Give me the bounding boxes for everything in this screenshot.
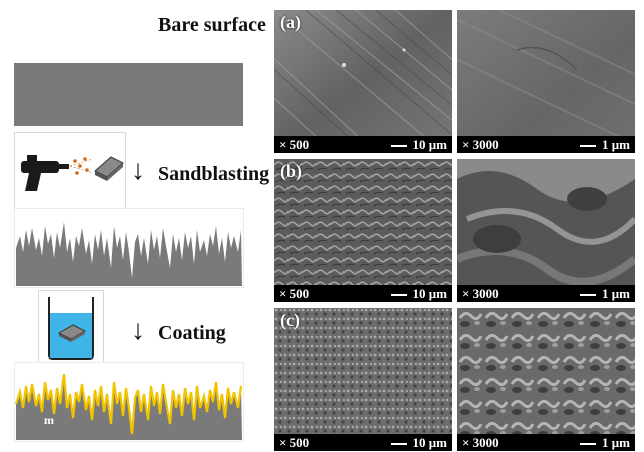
sem-bar-b-right: × 3000 1 μm — [457, 285, 635, 302]
coated-surface-profile: m — [14, 362, 244, 442]
sem-bar-c-right: × 3000 1 μm — [457, 434, 635, 451]
sandblasting-arrow-icon: ↓ — [131, 155, 145, 186]
scale-line — [390, 294, 407, 297]
sem-image-c-500x: (c) × 500 10 μm — [274, 308, 452, 451]
scale-line — [580, 443, 597, 446]
scale-bar: 1 μm — [580, 286, 630, 302]
magnification-label: × 3000 — [462, 435, 499, 450]
magnification-label: × 500 — [279, 435, 310, 450]
bare-substrate-block — [14, 63, 243, 126]
sem-bar-a-left: × 500 10 μm — [274, 136, 452, 153]
coating-mark-text: m — [44, 413, 54, 427]
sem-bar-b-left: × 500 10 μm — [274, 285, 452, 302]
sandblasting-label: Sandblasting — [158, 163, 270, 185]
scale-label: 10 μm — [412, 137, 447, 152]
sandblasted-surface-profile — [14, 208, 244, 288]
sandblasting-icon-panel — [14, 132, 126, 210]
coating-label: Coating — [158, 322, 226, 344]
scale-line — [390, 145, 407, 148]
scale-label: 10 μm — [412, 286, 447, 301]
scale-line — [580, 145, 597, 148]
sem-tag-b: (b) — [280, 161, 302, 181]
magnification-label: × 500 — [279, 286, 310, 301]
sem-image-a-500x: (a) × 500 10 μm — [274, 10, 452, 153]
sem-tag-a: (a) — [280, 12, 301, 32]
coating-beaker-panel — [38, 290, 104, 364]
scale-label: 1 μm — [602, 137, 630, 152]
magnification-label: × 500 — [279, 137, 310, 152]
coating-arrow-icon: ↓ — [131, 315, 145, 346]
bare-surface-label: Bare surface — [158, 14, 266, 36]
sandblasting-gun-icon — [21, 155, 124, 191]
scale-label: 1 μm — [602, 286, 630, 301]
scale-label: 1 μm — [602, 435, 630, 450]
sem-image-b-3000x: × 3000 1 μm — [457, 159, 635, 302]
sem-image-b-500x: (b) × 500 10 μm — [274, 159, 452, 302]
scale-label: 10 μm — [412, 435, 447, 450]
scale-bar: 1 μm — [580, 435, 630, 451]
scale-bar: 10 μm — [390, 286, 447, 302]
sem-image-c-3000x: × 3000 1 μm — [457, 308, 635, 451]
scale-bar: 10 μm — [390, 137, 447, 153]
sem-tag-c: (c) — [280, 310, 300, 330]
magnification-label: × 3000 — [462, 286, 499, 301]
sem-bar-a-right: × 3000 1 μm — [457, 136, 635, 153]
scale-bar: 1 μm — [580, 137, 630, 153]
scale-bar: 10 μm — [390, 435, 447, 451]
scale-line — [580, 294, 597, 297]
sem-bar-c-left: × 500 10 μm — [274, 434, 452, 451]
sem-image-a-3000x: × 3000 1 μm — [457, 10, 635, 153]
beaker-icon — [48, 297, 94, 360]
magnification-label: × 3000 — [462, 137, 499, 152]
scale-line — [390, 443, 407, 446]
